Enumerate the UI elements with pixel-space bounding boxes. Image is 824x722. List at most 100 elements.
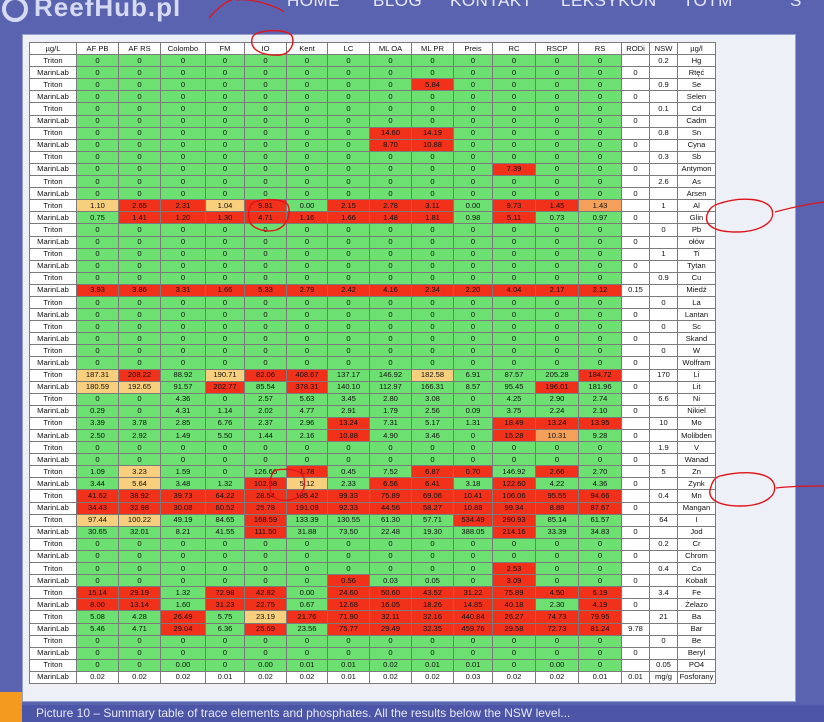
table-row: Triton 187.31 208.22 88.92 190.71 82.06 408.67… — [29, 368, 716, 382]
value-cell: 0 — [76, 126, 119, 140]
value-cell: 0 — [535, 223, 579, 237]
source-label: MarinLab — [29, 162, 77, 177]
value-cell: 5.84 — [411, 78, 454, 92]
column-header: AF PB — [76, 41, 119, 56]
value-cell: 74.73 — [535, 610, 579, 624]
table-row: Triton 0 0 0 0 0 0 0 0 0 0 0 0 0 0.1 Cd — [29, 102, 716, 116]
table-row: Triton 97.44 100.22 49.19 84.65 168.59 133.39 1… — [29, 513, 716, 527]
source-label: MarinLab — [29, 646, 77, 660]
value-cell: 5.63 — [286, 392, 328, 406]
nsw-cell — [649, 477, 678, 491]
rodi-cell: 0 — [621, 477, 650, 491]
value-cell: 0 — [411, 646, 454, 660]
nav-blog[interactable]: BLOG — [373, 0, 423, 10]
value-cell: 8.21 — [160, 525, 206, 539]
site-logo[interactable]: ReefHub.pl — [2, 0, 181, 23]
value-cell: 0 — [160, 441, 206, 455]
value-cell: 0 — [578, 344, 622, 358]
value-cell: 0 — [453, 247, 493, 261]
value-cell: 100.22 — [118, 513, 161, 527]
nav-totm[interactable]: TOTM — [683, 0, 733, 10]
nsw-cell — [649, 453, 678, 467]
value-cell: 82.06 — [244, 368, 287, 382]
value-cell: 34.43 — [76, 501, 119, 515]
value-cell: 2.10 — [578, 404, 622, 418]
rodi-cell: 0 — [621, 332, 650, 346]
value-cell: 0 — [369, 634, 412, 648]
nav-more[interactable]: S — [790, 0, 802, 10]
value-cell: 9.81 — [244, 199, 287, 213]
table-row: MarinLab 0 0 0 0 0 0 0 0 0 0 0 0 0 0 Beryl — [29, 646, 716, 660]
nsw-cell — [649, 162, 678, 177]
value-cell: 0 — [205, 235, 245, 249]
value-cell: 0 — [76, 562, 119, 576]
value-cell: 0.02 — [160, 670, 206, 684]
value-cell: 0 — [453, 162, 493, 177]
value-cell: 0 — [244, 441, 287, 455]
value-cell: 0 — [535, 259, 579, 273]
nsw-cell — [649, 525, 678, 539]
source-label: Triton — [29, 416, 77, 431]
value-cell: 0 — [492, 138, 536, 152]
value-cell: 0 — [411, 162, 454, 177]
table-row: Triton 0 0 0 0 0 0 0 0 0 0 0 0 0 0 Sc — [29, 320, 716, 334]
value-cell: 122.60 — [492, 477, 536, 491]
value-cell: 0 — [578, 441, 622, 455]
value-cell: 0 — [76, 295, 119, 310]
value-cell: 140.10 — [327, 380, 370, 394]
value-cell: 0 — [205, 78, 245, 92]
value-cell: 31.23 — [205, 598, 245, 612]
value-cell: 0 — [244, 187, 287, 201]
value-cell: 0 — [453, 150, 493, 164]
nsw-cell: 0 — [649, 223, 678, 237]
value-cell: 0 — [535, 549, 579, 564]
value-cell: 102.58 — [244, 477, 287, 491]
value-cell: 0 — [535, 175, 579, 189]
source-label: MarinLab — [29, 356, 77, 370]
source-label: Triton — [29, 150, 77, 164]
column-header: Preis — [453, 41, 493, 56]
value-cell: 0 — [327, 102, 370, 116]
value-cell: 0 — [453, 308, 493, 322]
nav-home[interactable]: HOME — [287, 0, 340, 10]
value-cell: 0 — [369, 562, 412, 576]
value-cell: 440.84 — [453, 610, 493, 624]
column-header: IO — [244, 41, 287, 56]
nsw-cell: 0.9 — [649, 271, 678, 285]
value-cell: 0 — [578, 320, 622, 334]
value-cell: 0 — [411, 549, 454, 564]
value-cell: 0 — [160, 66, 206, 80]
value-cell: 0 — [160, 114, 206, 128]
table-row: Triton 41.62 38.92 39.73 64.22 28.54 185.42 99.… — [29, 489, 716, 503]
value-cell: 0 — [578, 574, 622, 588]
element-name: Lantan — [677, 308, 716, 322]
value-cell: 0 — [369, 187, 412, 201]
value-cell: 91.57 — [160, 380, 206, 394]
value-cell: 3.86 — [118, 283, 161, 297]
source-label: Triton — [29, 175, 77, 189]
value-cell: 0 — [492, 295, 536, 310]
value-cell: 0 — [578, 150, 622, 164]
corner-badge[interactable] — [0, 692, 22, 722]
table-row: Triton 0 0 4.36 0 2.57 5.63 3.45 2.80 3.08 0 4.25 2.… — [29, 392, 716, 406]
source-label: Triton — [29, 537, 77, 551]
nsw-cell: 0.1 — [649, 102, 678, 116]
value-cell: 0 — [160, 271, 206, 285]
value-cell: 0 — [492, 54, 536, 68]
value-cell: 0 — [411, 187, 454, 201]
nav-kontakt[interactable]: KONTAKT — [450, 0, 533, 10]
rodi-cell: 0 — [621, 646, 650, 660]
value-cell: 26.27 — [492, 610, 536, 624]
table-row: MarinLab 34.43 32.98 30.08 60.52 25.78 191.09 9… — [29, 501, 716, 515]
value-cell: 7.39 — [492, 162, 536, 177]
value-cell: 6.87 — [411, 465, 454, 479]
rodi-cell — [621, 223, 650, 237]
value-cell: 4.36 — [160, 392, 206, 406]
value-cell: 0 — [118, 646, 161, 660]
value-cell: 133.39 — [286, 513, 328, 527]
value-cell: 0 — [411, 634, 454, 648]
nav-leksykon[interactable]: LEKSYKON — [561, 0, 657, 10]
table-row: MarinLab 5.46 4.71 29.04 6.36 25.69 23.56 75.77… — [29, 622, 716, 636]
value-cell: 2.65 — [118, 199, 161, 213]
element-name: Zynk — [677, 477, 716, 491]
